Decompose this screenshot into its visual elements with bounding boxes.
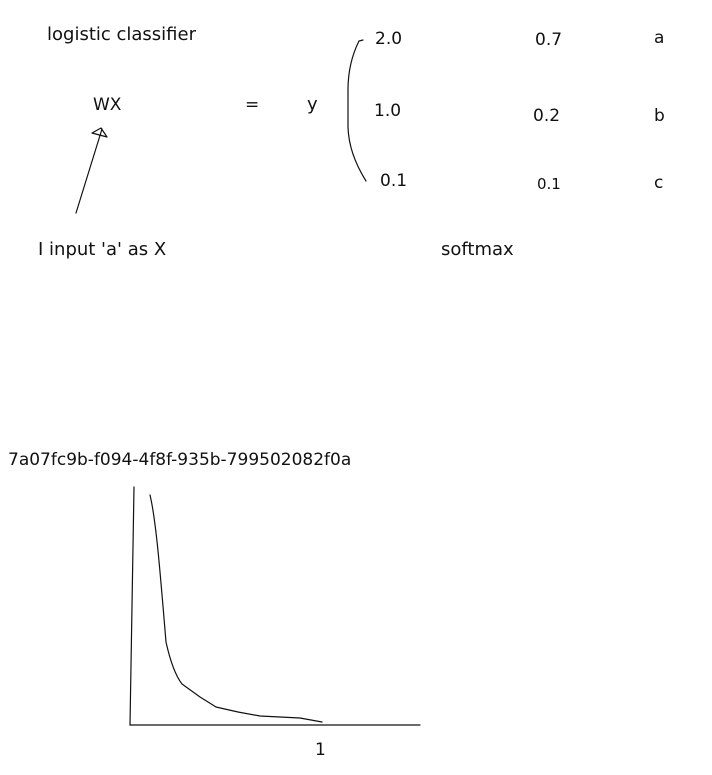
class-label: a <box>654 28 665 48</box>
class-label: c <box>654 173 664 193</box>
logit-value: 1.0 <box>374 101 402 121</box>
arrow-head <box>91 127 108 138</box>
graph-y-axis <box>129 486 135 726</box>
curly-brace <box>347 39 367 182</box>
probability-value: 0.2 <box>533 106 561 126</box>
class-label: b <box>654 106 665 126</box>
equation-y: y <box>307 94 318 115</box>
graph-curve <box>149 494 323 723</box>
graph-x-tick-label: 1 <box>315 740 326 760</box>
diagram-title: logistic classifier <box>47 24 196 45</box>
probability-value: 0.1 <box>537 175 561 193</box>
input-annotation: I input 'a' as X <box>38 239 167 260</box>
softmax-label: softmax <box>441 239 514 260</box>
logit-value: 0.1 <box>380 171 408 191</box>
logit-value: 2.0 <box>375 29 403 49</box>
probability-value: 0.7 <box>535 30 563 50</box>
equation-wx: WX <box>93 95 122 115</box>
arrow-line <box>75 128 103 214</box>
uuid-label: 7a07fc9b-f094-4f8f-935b-799502082f0a <box>8 450 352 470</box>
equation-equals: = <box>245 95 260 115</box>
